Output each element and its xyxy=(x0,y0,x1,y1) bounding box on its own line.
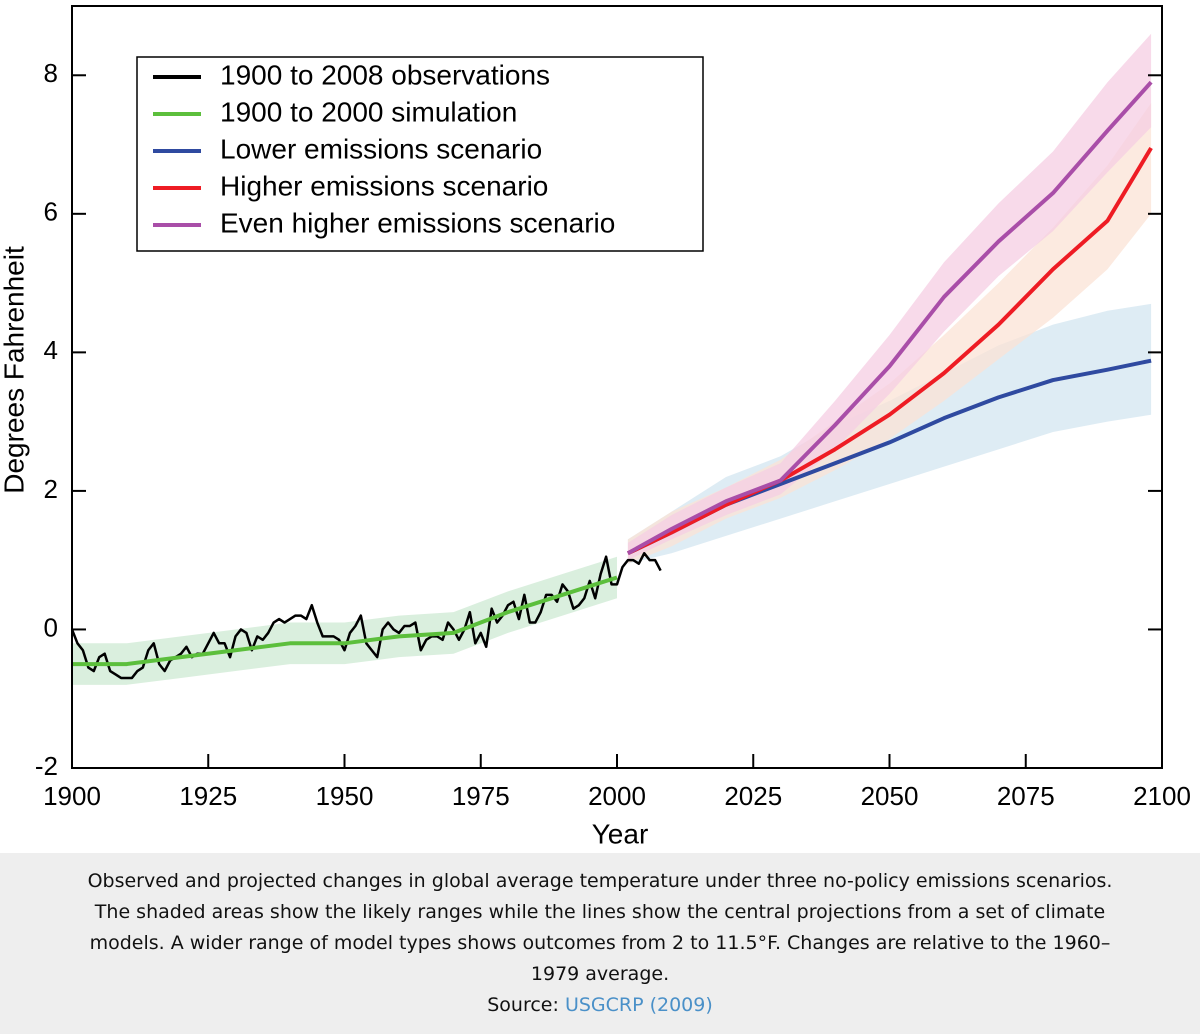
y-tick-label: 0 xyxy=(44,612,58,642)
y-tick-label: 6 xyxy=(44,197,58,227)
x-tick-label: 1900 xyxy=(43,781,101,811)
legend-label: Higher emissions scenario xyxy=(220,170,548,201)
y-tick-label: -2 xyxy=(35,751,58,781)
caption-line: models. A wider range of model types sho… xyxy=(89,932,1111,954)
series-line xyxy=(626,80,1153,556)
x-tick-label: 2000 xyxy=(588,781,646,811)
chart: Year Degrees Fahrenheit 1900 1925 1950 1975… xyxy=(0,5,1191,849)
legend-label: 1900 to 2000 simulation xyxy=(220,96,517,127)
legend-box xyxy=(136,56,704,252)
x-tick-label: 1975 xyxy=(452,781,510,811)
caption-text: Observed and projected changes in global… xyxy=(0,866,1200,990)
series-line xyxy=(627,146,1153,556)
caption-line: 1979 average. xyxy=(530,963,670,985)
x-tick-label: 1925 xyxy=(179,781,237,811)
y-tick-label: 2 xyxy=(44,474,58,504)
series-line xyxy=(72,575,618,667)
y-axis-label: Degrees Fahrenheit xyxy=(0,246,29,494)
legend: 1900 to 2008 observations 1900 to 2000 si… xyxy=(136,56,704,252)
x-tick-label: 2050 xyxy=(861,781,919,811)
y-tick-label: 8 xyxy=(44,58,58,88)
x-tick-label: 2025 xyxy=(724,781,782,811)
caption-line: The shaded areas show the likely ranges … xyxy=(94,901,1106,923)
x-tick-label: 2075 xyxy=(997,781,1055,811)
x-tick-label: 1950 xyxy=(316,781,374,811)
source-link[interactable]: USGCRP (2009) xyxy=(564,994,713,1016)
x-axis-label: Year xyxy=(592,818,649,849)
y-tick-label: 4 xyxy=(44,335,58,365)
series-line xyxy=(70,552,662,680)
legend-label: Lower emissions scenario xyxy=(220,133,542,164)
plot-area xyxy=(70,33,1153,685)
legend-label: 1900 to 2008 observations xyxy=(220,59,550,90)
source-label: Source: xyxy=(487,994,559,1016)
plot-frame xyxy=(71,5,1163,769)
source: Source: USGCRP (2009) xyxy=(0,990,1200,1021)
legend-label: Even higher emissions scenario xyxy=(220,207,615,238)
caption: Observed and projected changes in global… xyxy=(0,853,1200,1034)
x-tick-label: 2100 xyxy=(1133,781,1191,811)
caption-line: Observed and projected changes in global… xyxy=(87,870,1113,892)
